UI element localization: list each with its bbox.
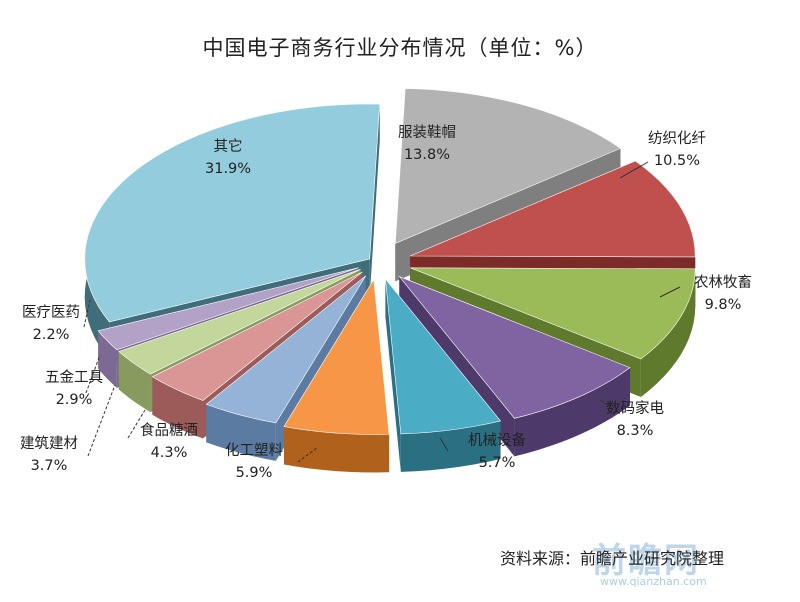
value-label: 10.5% <box>653 153 701 169</box>
category-label: 医疗医药 <box>22 305 80 321</box>
pie-slice-wall <box>369 104 380 297</box>
pie-slice-rim <box>98 330 117 388</box>
pie-slice-face <box>118 269 361 375</box>
pie-slice-face <box>151 271 363 401</box>
category-label: 建筑建材 <box>20 436 78 452</box>
category-label: 农林牧畜 <box>694 275 752 291</box>
pie-slice-wall <box>385 279 401 472</box>
data-label: 食品糖酒 4.3% <box>140 420 198 464</box>
value-label: 2.2% <box>32 327 70 343</box>
label-leader-line <box>659 286 681 298</box>
label-leader-line <box>85 354 101 394</box>
value-label: 31.9% <box>205 161 252 177</box>
category-label: 化工塑料 <box>225 443 283 459</box>
label-leader-line <box>599 399 619 413</box>
value-label: 9.8% <box>704 297 742 313</box>
category-label: 服装鞋帽 <box>398 125 456 141</box>
category-label: 数码家电 <box>606 401 664 417</box>
value-label: 2.9% <box>55 392 93 408</box>
pie-slice-rim <box>640 268 696 397</box>
data-label: 医疗医药 2.2% <box>22 302 80 346</box>
pie-slice-5 <box>385 278 502 472</box>
value-label: 3.7% <box>30 458 68 474</box>
category-label: 纺织化纤 <box>648 131 706 147</box>
label-leader-line <box>87 384 116 457</box>
chart-title: 中国电子商务行业分布情况（单位：%） <box>202 36 598 60</box>
data-label: 化工塑料 5.9% <box>225 440 283 484</box>
label-leader-line <box>439 437 449 452</box>
data-label: 纺织化纤 10.5% <box>648 128 706 172</box>
watermark-text: 前瞻网 <box>592 541 700 581</box>
source-note: 资料来源：前瞻产业研究院整理 <box>500 549 725 568</box>
data-label: 机械设备 5.7% <box>468 430 526 474</box>
pie-slice-face <box>283 278 390 435</box>
watermark-logo: 前瞻网 <box>592 533 700 582</box>
value-label: 5.7% <box>478 455 516 471</box>
pie-slice-6 <box>283 278 390 473</box>
pie-slice-rim <box>118 351 151 413</box>
pie-slice-face <box>385 278 502 435</box>
data-label: 五金工具 2.9% <box>45 367 103 411</box>
category-label: 其它 <box>213 139 243 155</box>
data-label: 服装鞋帽 13.8% <box>398 122 456 166</box>
pie-slice-face <box>97 267 359 351</box>
data-label: 建筑建材 3.7% <box>20 433 78 477</box>
pie-slice-rim <box>206 404 276 461</box>
label-leader-line <box>127 409 146 439</box>
data-label: 数码家电 8.3% <box>606 398 664 442</box>
pie-slice-face <box>410 267 696 360</box>
watermark-url: www.qianzhan.com <box>600 575 707 588</box>
value-label: 8.3% <box>616 423 654 439</box>
value-label: 13.8% <box>403 147 451 163</box>
pie-slice-rim <box>283 426 390 473</box>
category-label: 机械设备 <box>468 433 526 449</box>
pie-slice-face <box>205 275 366 424</box>
label-leader-line <box>619 161 649 179</box>
pie-slice-rim <box>152 376 203 439</box>
pie-slice-rim <box>400 420 501 472</box>
pie-slice-face <box>410 160 696 258</box>
data-label: 农林牧畜 9.8% <box>694 272 752 316</box>
pie-slice-face <box>394 88 622 244</box>
category-label: 五金工具 <box>45 370 103 386</box>
pie-slice-face <box>84 103 380 323</box>
pie-slice-rim <box>514 367 630 457</box>
pie-slice-face <box>398 275 631 419</box>
data-label: 其它 31.9% <box>205 136 251 180</box>
value-label: 4.3% <box>150 445 188 461</box>
category-label: 食品糖酒 <box>140 423 198 439</box>
label-leader-line <box>297 446 319 463</box>
value-label: 5.9% <box>235 465 273 481</box>
